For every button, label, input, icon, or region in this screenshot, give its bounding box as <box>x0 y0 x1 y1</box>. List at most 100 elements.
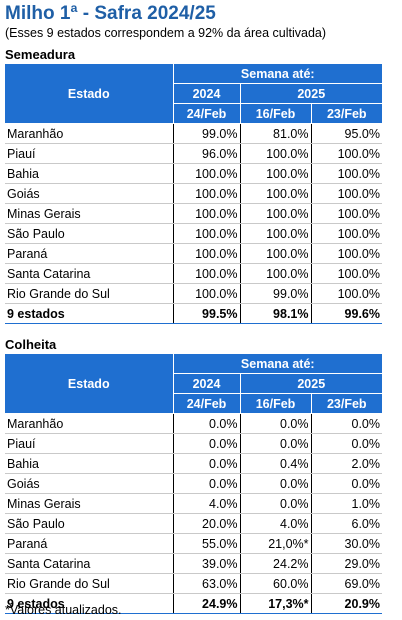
value-2025-a-cell: 21,0%* <box>240 533 312 554</box>
table-row: São Paulo 100.0% 100.0% 100.0% <box>5 223 382 244</box>
value-2024-cell: 20.0% <box>173 513 241 534</box>
table-row: Minas Gerais 100.0% 100.0% 100.0% <box>5 203 382 224</box>
semeadura-table: Estado Semana até: 2024 2025 24/Feb 16/F… <box>5 64 382 324</box>
value-2025-b-cell: 69.0% <box>311 573 382 594</box>
value-2025-b-cell: 100.0% <box>311 203 382 224</box>
value-2025-a-cell: 99.0% <box>240 283 312 304</box>
value-2025-a-cell: 100.0% <box>240 243 312 264</box>
value-2025-b-cell: 29.0% <box>311 553 382 574</box>
value-2025-a-cell: 60.0% <box>240 573 312 594</box>
state-name-cell: Rio Grande do Sul <box>5 283 174 304</box>
header-year-2025: 2025 <box>240 83 382 104</box>
value-2024-cell: 55.0% <box>173 533 241 554</box>
value-2025-b-cell: 100.0% <box>311 243 382 264</box>
table-body: Maranhão 0.0% 0.0% 0.0% Piauí 0.0% 0.0% 0.0% Bah… <box>5 413 382 614</box>
total-2025-b-cell: 20.9% <box>311 593 382 614</box>
state-name-cell: Paraná <box>5 533 174 554</box>
value-2024-cell: 100.0% <box>173 283 241 304</box>
value-2025-b-cell: 1.0% <box>311 493 382 514</box>
header-date-1: 24/Feb <box>173 393 241 414</box>
total-2025-b-cell: 99.6% <box>311 303 382 324</box>
value-2025-a-cell: 100.0% <box>240 223 312 244</box>
value-2024-cell: 100.0% <box>173 263 241 284</box>
table-row: Paraná 100.0% 100.0% 100.0% <box>5 243 382 264</box>
value-2024-cell: 100.0% <box>173 223 241 244</box>
value-2024-cell: 4.0% <box>173 493 241 514</box>
section-title-semeadura: Semeadura <box>5 47 76 62</box>
value-2024-cell: 96.0% <box>173 143 241 164</box>
total-2025-a-cell: 17,3%* <box>240 593 312 614</box>
total-row: 9 estados 24.9% 17,3%* 20.9% <box>5 593 382 614</box>
state-name-cell: Bahia <box>5 163 174 184</box>
value-2024-cell: 100.0% <box>173 243 241 264</box>
table-row: Bahia 100.0% 100.0% 100.0% <box>5 163 382 184</box>
value-2025-a-cell: 100.0% <box>240 143 312 164</box>
value-2025-a-cell: 100.0% <box>240 203 312 224</box>
value-2025-b-cell: 0.0% <box>311 473 382 494</box>
state-name-cell: Maranhão <box>5 413 174 434</box>
state-name-cell: Piauí <box>5 433 174 454</box>
table-row: Goiás 100.0% 100.0% 100.0% <box>5 183 382 204</box>
table-row: Rio Grande do Sul 100.0% 99.0% 100.0% <box>5 283 382 304</box>
state-name-cell: Goiás <box>5 183 174 204</box>
table-row: Maranhão 99.0% 81.0% 95.0% <box>5 123 382 144</box>
table-row: Santa Catarina 39.0% 24.2% 29.0% <box>5 553 382 574</box>
value-2025-b-cell: 95.0% <box>311 123 382 144</box>
page-title: Milho 1ª - Safra 2024/25 <box>5 3 216 24</box>
total-row: 9 estados 99.5% 98.1% 99.6% <box>5 303 382 324</box>
value-2025-b-cell: 2.0% <box>311 453 382 474</box>
table-row: Piauí 96.0% 100.0% 100.0% <box>5 143 382 164</box>
value-2024-cell: 100.0% <box>173 163 241 184</box>
header-date-1: 24/Feb <box>173 103 241 124</box>
value-2025-b-cell: 0.0% <box>311 433 382 454</box>
state-name-cell: Rio Grande do Sul <box>5 573 174 594</box>
value-2025-b-cell: 100.0% <box>311 163 382 184</box>
value-2025-a-cell: 100.0% <box>240 163 312 184</box>
value-2024-cell: 0.0% <box>173 413 241 434</box>
header-semana: Semana até: <box>173 64 382 84</box>
value-2025-a-cell: 100.0% <box>240 263 312 284</box>
table-row: Bahia 0.0% 0.4% 2.0% <box>5 453 382 474</box>
header-semana: Semana até: <box>173 354 382 374</box>
header-year-2024: 2024 <box>173 83 241 104</box>
value-2025-a-cell: 0.0% <box>240 433 312 454</box>
state-name-cell: Minas Gerais <box>5 203 174 224</box>
header-date-2: 16/Feb <box>240 393 312 414</box>
total-2024-cell: 24.9% <box>173 593 241 614</box>
table-row: Goiás 0.0% 0.0% 0.0% <box>5 473 382 494</box>
header-date-2: 16/Feb <box>240 103 312 124</box>
state-name-cell: São Paulo <box>5 513 174 534</box>
state-name-cell: Bahia <box>5 453 174 474</box>
value-2025-b-cell: 0.0% <box>311 413 382 434</box>
value-2025-a-cell: 0.0% <box>240 413 312 434</box>
state-name-cell: Piauí <box>5 143 174 164</box>
value-2025-b-cell: 100.0% <box>311 183 382 204</box>
value-2025-a-cell: 81.0% <box>240 123 312 144</box>
table-row: Maranhão 0.0% 0.0% 0.0% <box>5 413 382 434</box>
value-2025-b-cell: 100.0% <box>311 143 382 164</box>
header-year-2024: 2024 <box>173 373 241 394</box>
value-2025-a-cell: 100.0% <box>240 183 312 204</box>
value-2025-b-cell: 6.0% <box>311 513 382 534</box>
value-2025-a-cell: 0.0% <box>240 473 312 494</box>
value-2025-b-cell: 30.0% <box>311 533 382 554</box>
value-2025-b-cell: 100.0% <box>311 283 382 304</box>
value-2024-cell: 0.0% <box>173 473 241 494</box>
header-estado: Estado <box>5 64 174 124</box>
value-2025-a-cell: 4.0% <box>240 513 312 534</box>
table-row: São Paulo 20.0% 4.0% 6.0% <box>5 513 382 534</box>
colheita-table: Estado Semana até: 2024 2025 24/Feb 16/F… <box>5 354 382 614</box>
table-row: Rio Grande do Sul 63.0% 60.0% 69.0% <box>5 573 382 594</box>
state-name-cell: Santa Catarina <box>5 263 174 284</box>
table-row: Santa Catarina 100.0% 100.0% 100.0% <box>5 263 382 284</box>
footnote: *Valores atualizados. <box>5 603 122 617</box>
state-name-cell: Goiás <box>5 473 174 494</box>
value-2025-a-cell: 0.4% <box>240 453 312 474</box>
header-date-3: 23/Feb <box>311 103 382 124</box>
value-2024-cell: 63.0% <box>173 573 241 594</box>
header-date-3: 23/Feb <box>311 393 382 414</box>
value-2025-a-cell: 0.0% <box>240 493 312 514</box>
state-name-cell: São Paulo <box>5 223 174 244</box>
total-label-cell: 9 estados <box>5 593 174 614</box>
value-2025-b-cell: 100.0% <box>311 223 382 244</box>
